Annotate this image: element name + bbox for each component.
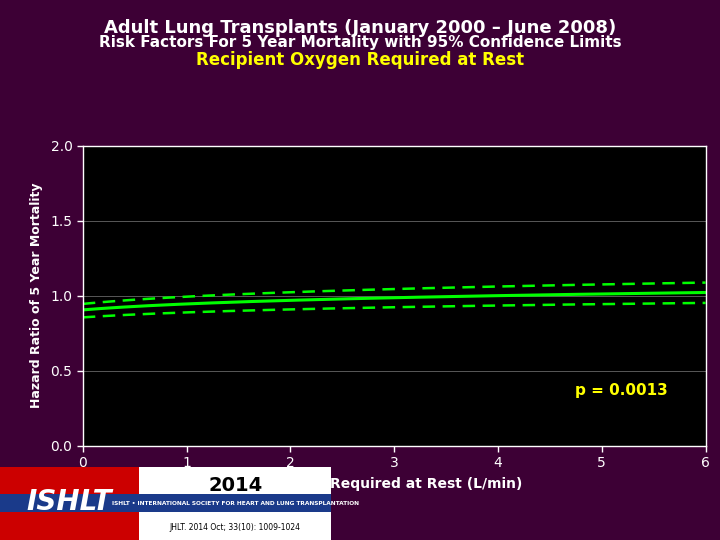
Text: JHLT. 2014 Oct; 33(10): 1009-1024: JHLT. 2014 Oct; 33(10): 1009-1024 <box>170 523 301 532</box>
Bar <box>139 494 331 512</box>
Bar <box>139 467 331 540</box>
Text: Risk Factors For 5 Year Mortality with 95% Confidence Limits: Risk Factors For 5 Year Mortality with 9… <box>99 35 621 50</box>
Text: Recipient Oxygen Required at Rest: Recipient Oxygen Required at Rest <box>196 51 524 69</box>
Y-axis label: Hazard Ratio of 5 Year Mortality: Hazard Ratio of 5 Year Mortality <box>30 183 43 408</box>
Text: p = 0.0013: p = 0.0013 <box>575 382 667 397</box>
Text: 2014: 2014 <box>208 476 262 495</box>
Bar <box>0 494 139 512</box>
Text: ISHLT: ISHLT <box>27 488 112 516</box>
Text: Adult Lung Transplants (January 2000 – June 2008): Adult Lung Transplants (January 2000 – J… <box>104 19 616 37</box>
X-axis label: Oxygen Required at Rest (L/min): Oxygen Required at Rest (L/min) <box>266 477 523 491</box>
Text: ISHLT • INTERNATIONAL SOCIETY FOR HEART AND LUNG TRANSPLANTATION: ISHLT • INTERNATIONAL SOCIETY FOR HEART … <box>112 501 359 505</box>
Bar <box>0 467 139 540</box>
